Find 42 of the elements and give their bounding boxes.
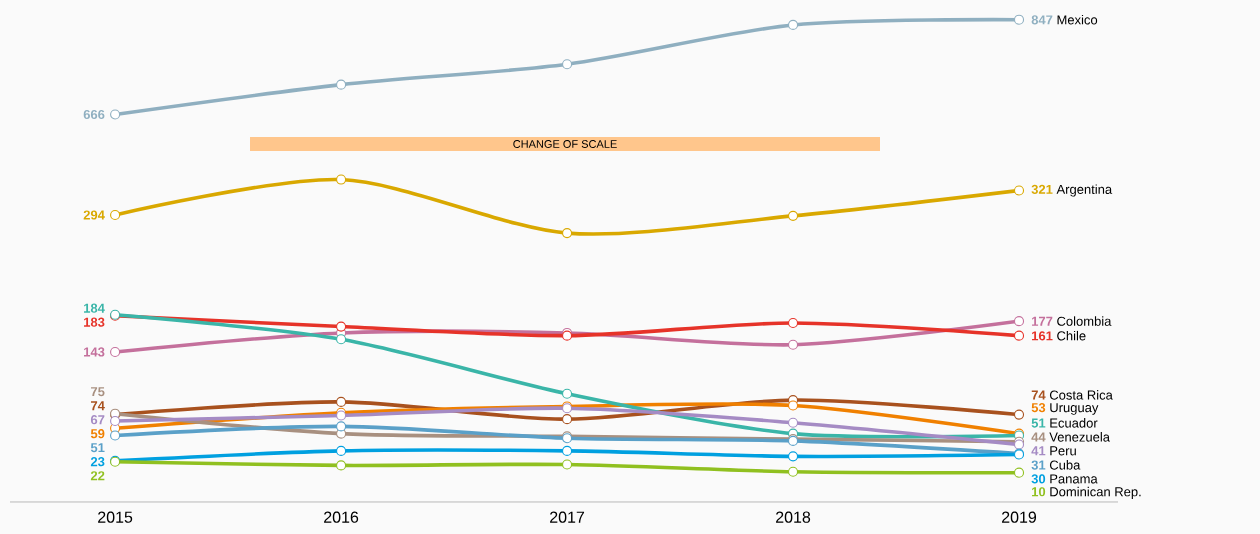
data-label: 74 <box>1031 390 1046 400</box>
text: Dominican Rep. <box>1050 486 1141 499</box>
series-label: Venezuela <box>1049 432 1110 442</box>
text: Uruguay <box>1050 403 1099 415</box>
x-tick-label: 2019 <box>1002 511 1037 523</box>
data-label: 161 <box>1032 331 1053 341</box>
x-tick-label: 2018 <box>776 511 811 523</box>
text: CHANGE OF SCALE <box>513 140 617 148</box>
data-label: 666 <box>83 109 105 120</box>
data-label: 31 <box>1031 460 1046 470</box>
text: Mexico <box>1057 14 1098 25</box>
data-label: 22 <box>90 471 105 481</box>
data-label: 44 <box>1031 432 1046 442</box>
data-label: 847 <box>1031 15 1053 25</box>
data-label: 41 <box>1031 446 1046 456</box>
x-tick-label: 2017 <box>550 511 585 523</box>
text: Panama <box>1050 474 1098 484</box>
x-tick-label: 2015 <box>98 511 133 523</box>
data-label: 53 <box>1031 402 1046 413</box>
data-label: 75 <box>91 387 105 397</box>
data-label: 30 <box>1031 474 1046 484</box>
text: Colombia <box>1057 316 1112 326</box>
data-label: 59 <box>90 429 105 439</box>
data-label: 23 <box>90 457 105 467</box>
data-label: 294 <box>83 210 105 220</box>
data-label: 10 <box>1032 487 1046 497</box>
text: Argentina <box>1056 184 1113 197</box>
data-label: 74 <box>91 401 105 411</box>
text: Peru <box>1050 446 1076 456</box>
data-label: 321 <box>1031 184 1053 194</box>
data-label: 51 <box>1031 418 1046 428</box>
x-tick-label: 2016 <box>324 511 359 523</box>
text: Chile <box>1057 330 1086 341</box>
text: Ecuador <box>1050 418 1098 428</box>
text: Costa Rica <box>1049 390 1113 400</box>
data-label: 183 <box>84 317 105 327</box>
data-label: 177 <box>1032 316 1053 326</box>
text: Cuba <box>1049 460 1081 470</box>
data-label: 67 <box>90 415 105 425</box>
data-label: 51 <box>90 443 105 453</box>
data-label: 143 <box>84 347 105 357</box>
data-label: 184 <box>84 303 105 313</box>
